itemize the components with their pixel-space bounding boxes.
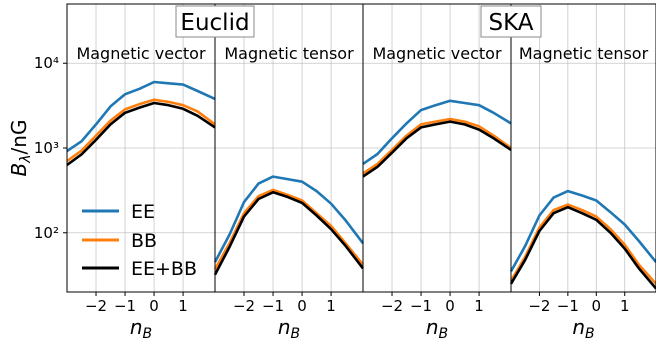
- survey-title-box: [175, 5, 255, 38]
- x-axis-label-subscript: B: [585, 326, 595, 341]
- series-line-ee: [213, 175, 365, 263]
- x-axis-label-subscript: B: [291, 326, 301, 341]
- series-line-ee: [66, 80, 216, 153]
- panel-title: Magnetic vector: [372, 44, 502, 63]
- x-tick-label: −1: [557, 297, 579, 315]
- x-tick-label: −2: [233, 297, 255, 315]
- series-line-ee: [509, 189, 656, 273]
- x-axis-label-subscript: B: [439, 326, 449, 341]
- legend-label: EE+BB: [131, 258, 197, 280]
- x-tick-label: 1: [178, 297, 188, 315]
- y-tick-label: 10³: [34, 139, 59, 157]
- legend-label: EE: [131, 201, 155, 223]
- series-line-ee-bb: [66, 101, 216, 167]
- series-line-bb: [509, 203, 656, 285]
- series-line-ee-bb: [509, 205, 656, 290]
- y-axis-label-main: B: [7, 163, 31, 177]
- survey-title-box: [480, 5, 542, 38]
- x-tick-label: 1: [326, 297, 336, 315]
- x-axis-label-subscript: B: [143, 326, 153, 341]
- survey-title: SKA: [488, 10, 533, 36]
- x-axis-label: nB: [130, 315, 152, 341]
- x-tick-label: 0: [445, 297, 455, 315]
- survey-title: Euclid: [180, 10, 249, 36]
- y-tick-label: 10²: [34, 224, 59, 242]
- x-tick-label: 0: [149, 297, 159, 315]
- x-tick-label: −2: [528, 297, 550, 315]
- series-line-ee: [362, 99, 512, 165]
- legend-label: BB: [131, 230, 157, 252]
- x-axis-label: nB: [426, 315, 448, 341]
- x-axis-label: nB: [572, 315, 594, 341]
- panel-title: Magnetic tensor: [519, 44, 649, 63]
- x-tick-label: −1: [262, 297, 284, 315]
- x-tick-label: −1: [410, 297, 432, 315]
- series-line-bb: [362, 117, 512, 175]
- panel-frame: [510, 3, 656, 293]
- x-tick-label: 1: [620, 297, 630, 315]
- x-axis-label: nB: [278, 315, 300, 341]
- y-axis-label: Bλ/nG: [7, 120, 34, 177]
- x-axis-label-main: n: [572, 315, 585, 339]
- x-tick-label: −2: [85, 297, 107, 315]
- series-line-ee-bb: [213, 191, 365, 276]
- y-axis-label-subscript: λ: [18, 154, 34, 163]
- x-tick-label: 0: [297, 297, 307, 315]
- x-axis-label-main: n: [426, 315, 439, 339]
- panel-title: Magnetic tensor: [224, 44, 354, 63]
- series-line-bb: [66, 98, 216, 163]
- x-axis-label-main: n: [278, 315, 291, 339]
- y-axis-label-unit: /nG: [7, 120, 31, 155]
- x-tick-label: −1: [114, 297, 136, 315]
- series-line-ee-bb: [362, 120, 512, 178]
- x-tick-label: −2: [381, 297, 403, 315]
- panel-title: Magnetic vector: [76, 44, 206, 63]
- series-line-bb: [213, 188, 365, 271]
- x-tick-label: 0: [592, 297, 602, 315]
- x-axis-label-main: n: [130, 315, 143, 339]
- x-tick-label: 1: [474, 297, 484, 315]
- y-tick-label: 10⁴: [34, 54, 59, 72]
